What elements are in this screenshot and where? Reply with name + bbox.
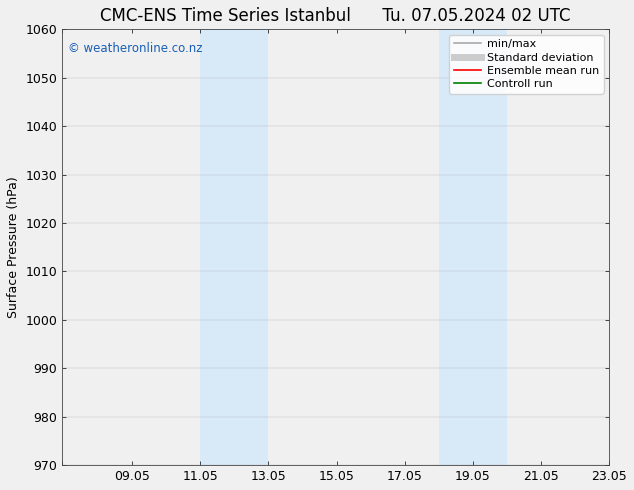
Text: © weatheronline.co.nz: © weatheronline.co.nz <box>68 42 202 55</box>
Legend: min/max, Standard deviation, Ensemble mean run, Controll run: min/max, Standard deviation, Ensemble me… <box>449 35 604 94</box>
Title: CMC-ENS Time Series Istanbul      Tu. 07.05.2024 02 UTC: CMC-ENS Time Series Istanbul Tu. 07.05.2… <box>100 7 571 25</box>
Bar <box>200 29 268 465</box>
Bar <box>439 29 507 465</box>
Y-axis label: Surface Pressure (hPa): Surface Pressure (hPa) <box>7 176 20 318</box>
